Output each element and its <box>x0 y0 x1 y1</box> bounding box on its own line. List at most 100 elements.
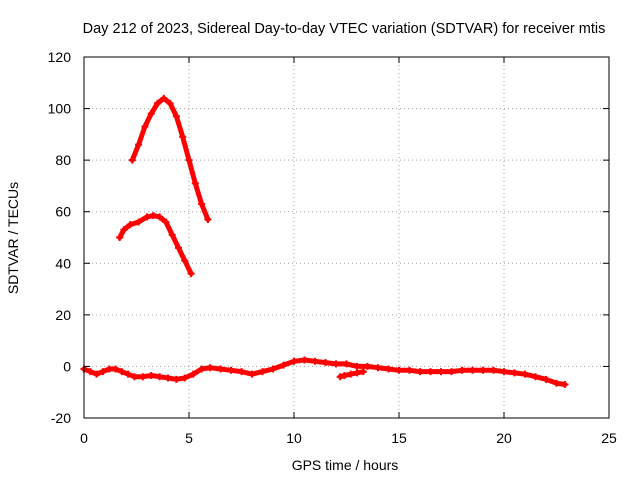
data-point <box>166 99 174 107</box>
data-point <box>149 212 157 220</box>
data-point <box>542 375 550 383</box>
data-point <box>116 234 124 241</box>
data-point <box>217 365 224 373</box>
data-point <box>124 370 132 378</box>
data-point <box>561 380 569 388</box>
y-tick-labels: -20 0 20 40 60 80 100 120 <box>48 49 72 426</box>
data-point <box>479 366 487 374</box>
data-point <box>204 215 212 223</box>
x-tick-label: 20 <box>496 430 512 446</box>
data-point <box>86 368 94 376</box>
data-point <box>147 371 155 379</box>
data-point <box>521 370 529 378</box>
y-tick-label: 100 <box>48 101 72 117</box>
data-point <box>353 369 361 377</box>
plot-border <box>83 56 610 419</box>
data-point <box>160 94 168 102</box>
data-point <box>353 362 361 370</box>
data-point <box>120 226 128 234</box>
data-point <box>135 141 143 149</box>
data-point <box>99 368 107 376</box>
data-point <box>406 366 413 374</box>
data-point <box>322 359 329 367</box>
data-point <box>332 360 340 368</box>
data-point <box>359 368 367 376</box>
data-point <box>168 231 176 239</box>
data-point <box>143 213 151 221</box>
data-point <box>141 123 149 131</box>
data-point <box>191 179 199 187</box>
data-point <box>336 373 344 381</box>
data-point <box>105 365 113 373</box>
data-point <box>500 368 508 376</box>
data-point <box>469 366 476 374</box>
data-point <box>147 110 155 118</box>
data-point <box>532 373 539 381</box>
data-point <box>135 218 143 226</box>
data-point <box>139 373 147 381</box>
data-point <box>126 221 134 229</box>
data-point <box>181 374 189 382</box>
data-point <box>490 366 497 374</box>
data-point <box>162 218 170 226</box>
data-point <box>172 112 180 120</box>
series-group <box>80 94 569 388</box>
data-point <box>301 356 308 364</box>
data-point <box>437 368 445 376</box>
data-point <box>156 213 164 221</box>
series-baseline <box>81 357 568 387</box>
data-point <box>427 368 434 376</box>
y-tick-label: 60 <box>55 204 71 220</box>
x-tick-label: 5 <box>185 430 193 446</box>
data-point <box>395 366 403 374</box>
x-tick-label: 15 <box>391 430 407 446</box>
x-tick-labels: 0 5 10 15 20 25 <box>80 430 617 446</box>
data-point <box>172 375 180 383</box>
y-tick-label: 20 <box>55 307 71 323</box>
data-point <box>248 370 256 378</box>
data-point <box>340 371 348 379</box>
y-tick-label: 120 <box>48 49 72 65</box>
tick-marks <box>83 56 610 419</box>
data-point <box>179 133 187 141</box>
data-point <box>154 99 161 107</box>
chart-title: Day 212 of 2023, Sidereal Day-to-day VTE… <box>83 21 606 37</box>
data-point <box>156 373 164 381</box>
data-point <box>93 370 101 378</box>
data-point <box>198 365 206 373</box>
y-tick-label: 40 <box>55 255 71 271</box>
y-tick-label: -20 <box>51 410 71 426</box>
data-point <box>374 364 382 372</box>
data-point <box>347 370 355 378</box>
data-point <box>130 373 138 381</box>
data-point <box>259 368 266 376</box>
x-tick-label: 10 <box>286 430 302 446</box>
data-point <box>185 156 193 164</box>
series-arc-high <box>129 95 211 222</box>
x-tick-label: 25 <box>601 430 617 446</box>
data-point <box>364 362 371 370</box>
data-point <box>311 357 319 365</box>
data-point <box>280 361 287 369</box>
data-point <box>448 368 455 376</box>
y-tick-label: 0 <box>63 358 71 374</box>
data-point <box>118 368 126 376</box>
x-tick-label: 0 <box>80 430 88 446</box>
data-point <box>458 366 466 374</box>
data-point <box>511 369 518 377</box>
data-point <box>181 257 189 265</box>
data-point <box>189 370 197 378</box>
y-axis-label: SDTVAR / TECUs <box>5 182 21 294</box>
data-point <box>553 379 560 387</box>
data-point <box>269 365 277 373</box>
data-point <box>238 368 245 376</box>
data-point <box>112 365 119 373</box>
data-point <box>227 366 235 374</box>
data-point <box>416 368 424 376</box>
data-point <box>385 365 392 373</box>
data-point <box>187 270 195 278</box>
x-axis-label: GPS time / hours <box>292 457 399 473</box>
data-point <box>128 156 136 164</box>
data-point <box>164 374 172 382</box>
